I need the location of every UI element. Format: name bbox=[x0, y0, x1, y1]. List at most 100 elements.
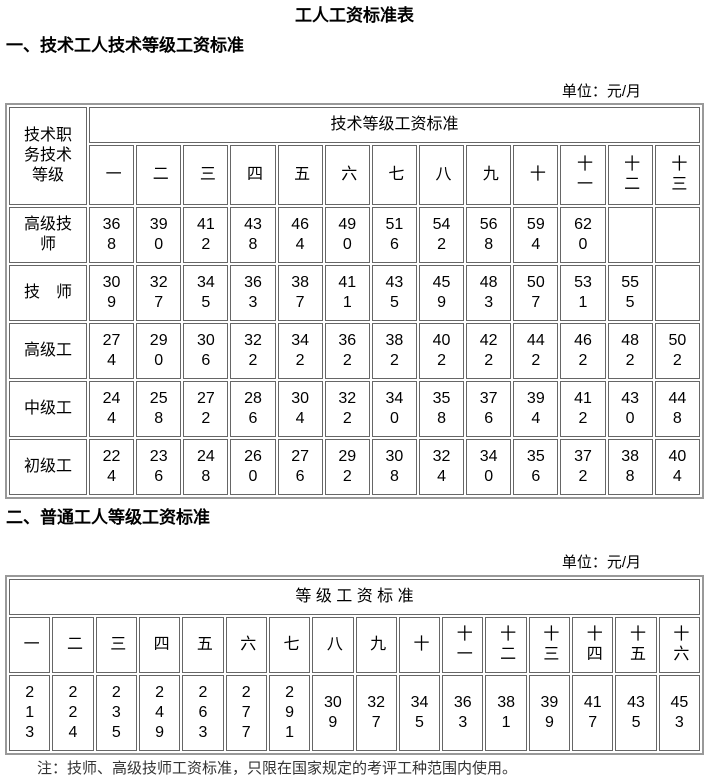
group-header: 等 级 工 资 标 准 bbox=[9, 579, 700, 615]
page-title: 工人工资标准表 bbox=[295, 6, 414, 25]
wage-cell bbox=[654, 265, 700, 321]
wage-cell: 340 bbox=[371, 381, 417, 437]
grade-header: 十二 bbox=[607, 145, 653, 205]
grade-header: 十五 bbox=[615, 617, 657, 673]
wage-cell: 542 bbox=[418, 207, 465, 263]
grade-header: 八 bbox=[312, 617, 354, 673]
wage-cell: 260 bbox=[230, 439, 276, 495]
grade-header: 十 bbox=[398, 617, 441, 673]
section2-heading: 二、普通工人等级工资标准 bbox=[6, 508, 210, 527]
wage-cell: 381 bbox=[485, 675, 527, 751]
wage-cell: 464 bbox=[277, 207, 323, 263]
wage-cell: 531 bbox=[560, 265, 606, 321]
ordinary-wage-table: 等 级 工 资 标 准 一二三四五六七八九十十一 十二 十三 十四 十五 十六 213 22… bbox=[5, 575, 704, 755]
wage-cell: 362 bbox=[324, 323, 370, 379]
wage-cell: 274 bbox=[89, 323, 135, 379]
wage-cell: 483 bbox=[466, 265, 512, 321]
wage-cell: 372 bbox=[560, 439, 606, 495]
wage-cell: 358 bbox=[418, 381, 465, 437]
wage-cell: 394 bbox=[513, 381, 559, 437]
table-row: 高级技师 368 390 412 438 464 490 516 542 568 594 620 bbox=[9, 207, 700, 263]
wage-cell: 442 bbox=[513, 323, 559, 379]
row-label: 高级工 bbox=[9, 323, 87, 379]
grade-header: 十三 bbox=[528, 617, 571, 673]
wage-cell: 417 bbox=[572, 675, 614, 751]
wage-cell: 376 bbox=[466, 381, 512, 437]
grade-header: 七 bbox=[268, 617, 311, 673]
wage-cell: 244 bbox=[89, 381, 135, 437]
wage-cell: 435 bbox=[371, 265, 417, 321]
wage-cell: 390 bbox=[136, 207, 182, 263]
wage-cell: 258 bbox=[136, 381, 182, 437]
wage-cell: 322 bbox=[324, 381, 370, 437]
group-header: 技术等级工资标准 bbox=[89, 107, 700, 143]
wage-cell: 399 bbox=[528, 675, 571, 751]
table-row: 中级工 244 258 272 286 304 322 340 358 376 394 412 430 4… bbox=[9, 381, 700, 437]
wage-cell: 453 bbox=[658, 675, 700, 751]
wage-cell: 286 bbox=[230, 381, 276, 437]
wage-cell: 345 bbox=[183, 265, 229, 321]
row-label: 技 师 bbox=[9, 265, 87, 321]
section1-unit: 单位：元/月 bbox=[561, 83, 641, 100]
wage-cell: 363 bbox=[230, 265, 276, 321]
footnote: 注：技师、高级技师工资标准，只限在国家规定的考评工种范围内使用。 bbox=[37, 760, 518, 777]
row-label: 高级技师 bbox=[9, 207, 87, 263]
wage-cell: 292 bbox=[324, 439, 370, 495]
wage-cell: 224 bbox=[52, 675, 94, 751]
wage-cell: 308 bbox=[371, 439, 417, 495]
grade-header: 三 bbox=[95, 617, 137, 673]
wage-cell: 490 bbox=[324, 207, 370, 263]
grade-header: 十三 bbox=[654, 145, 700, 205]
wage-cell: 235 bbox=[95, 675, 137, 751]
corner-label: 技术职务技术等级 bbox=[9, 107, 87, 205]
wage-cell: 448 bbox=[654, 381, 700, 437]
grade-header: 一 bbox=[89, 145, 135, 205]
wage-cell: 435 bbox=[615, 675, 657, 751]
wage-cell: 422 bbox=[466, 323, 512, 379]
wage-cell: 594 bbox=[513, 207, 559, 263]
wage-cell: 482 bbox=[607, 323, 653, 379]
wage-cell: 402 bbox=[418, 323, 465, 379]
wage-cell: 291 bbox=[268, 675, 311, 751]
wage-cell: 213 bbox=[9, 675, 51, 751]
grade-header: 十四 bbox=[572, 617, 614, 673]
grade-header: 八 bbox=[418, 145, 465, 205]
grade-header: 十一 bbox=[560, 145, 606, 205]
wage-cell: 412 bbox=[560, 381, 606, 437]
wage-cell: 272 bbox=[183, 381, 229, 437]
wage-cell: 568 bbox=[466, 207, 512, 263]
wage-cell: 382 bbox=[371, 323, 417, 379]
wage-cell: 322 bbox=[230, 323, 276, 379]
grade-header: 五 bbox=[182, 617, 224, 673]
grade-header: 九 bbox=[466, 145, 512, 205]
wage-cell: 224 bbox=[89, 439, 135, 495]
wage-cell: 516 bbox=[371, 207, 417, 263]
wage-cell: 236 bbox=[136, 439, 182, 495]
wage-cell: 306 bbox=[183, 323, 229, 379]
wage-cell: 368 bbox=[89, 207, 135, 263]
grade-header: 九 bbox=[355, 617, 397, 673]
wage-cell: 404 bbox=[654, 439, 700, 495]
wage-cell: 248 bbox=[183, 439, 229, 495]
section2-unit: 单位：元/月 bbox=[561, 554, 641, 571]
grade-header: 六 bbox=[225, 617, 267, 673]
wage-cell: 327 bbox=[355, 675, 397, 751]
wage-cell: 324 bbox=[418, 439, 465, 495]
wage-cell: 555 bbox=[607, 265, 653, 321]
wage-cell: 345 bbox=[398, 675, 441, 751]
grade-header: 十二 bbox=[485, 617, 527, 673]
wage-cell: 249 bbox=[138, 675, 181, 751]
wage-cell: 459 bbox=[418, 265, 465, 321]
wage-cell bbox=[654, 207, 700, 263]
wage-cell: 502 bbox=[654, 323, 700, 379]
wage-cell: 304 bbox=[277, 381, 323, 437]
wage-cell: 462 bbox=[560, 323, 606, 379]
wage-cell: 438 bbox=[230, 207, 276, 263]
wage-cell: 411 bbox=[324, 265, 370, 321]
table-row: 初级工 224 236 248 260 276 292 308 324 340 356 372 388 4… bbox=[9, 439, 700, 495]
wage-cell: 363 bbox=[442, 675, 484, 751]
wage-cell: 388 bbox=[607, 439, 653, 495]
row-label: 初级工 bbox=[9, 439, 87, 495]
wage-cell: 412 bbox=[183, 207, 229, 263]
grade-header: 四 bbox=[230, 145, 276, 205]
